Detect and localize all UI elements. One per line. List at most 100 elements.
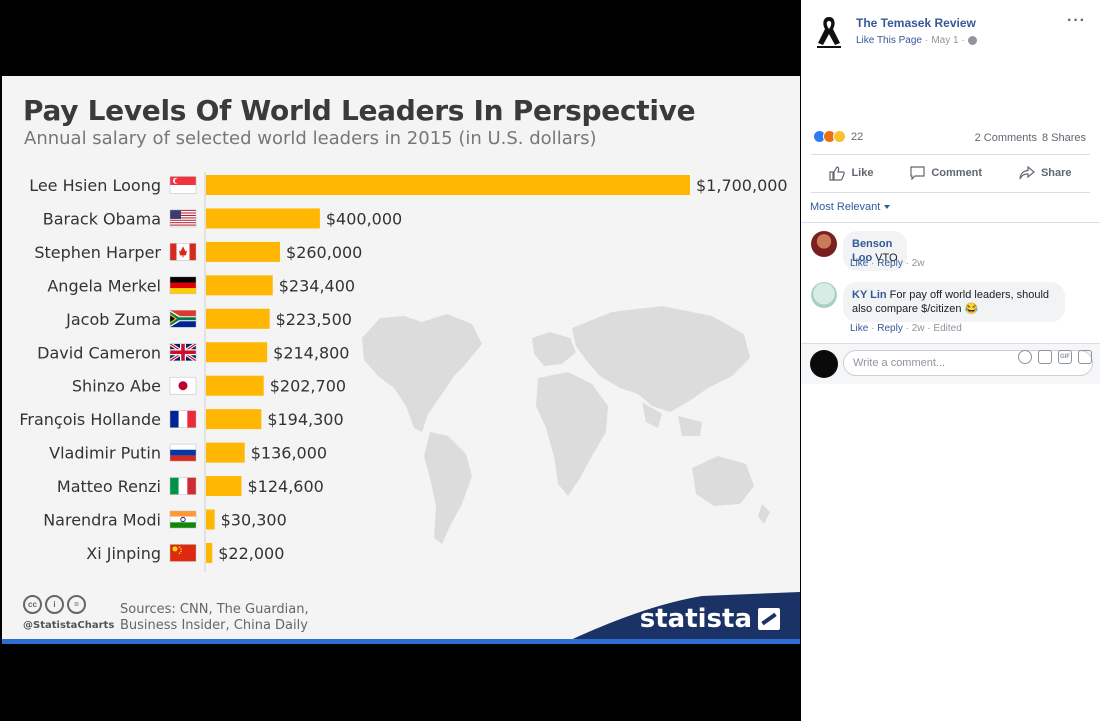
statista-handle: @StatistaCharts — [23, 620, 115, 631]
comment-bubble: Benson Loo VTO — [843, 231, 907, 271]
category-label: Barack Obama — [43, 209, 161, 228]
data-label: $223,500 — [276, 310, 352, 329]
share-button[interactable]: Share — [1019, 166, 1072, 180]
comment-composer: Write a comment... GIF — [801, 343, 1100, 384]
comment-text: For pay off world leaders, should also c… — [852, 289, 1050, 315]
page-name-link[interactable]: The Temasek Review — [856, 16, 976, 30]
canada-flag-icon — [169, 243, 197, 261]
category-label: François Hollande — [19, 410, 161, 429]
divider — [811, 192, 1090, 193]
data-label: $22,000 — [218, 544, 284, 563]
caret-down-icon — [884, 205, 891, 209]
category-label: Shinzo Abe — [72, 377, 161, 396]
footer-band — [2, 592, 800, 644]
bar-russia — [206, 442, 245, 463]
bar-italy — [206, 476, 242, 497]
comment-time[interactable]: 2w — [911, 258, 925, 269]
emoji-icon[interactable] — [1018, 350, 1032, 364]
commenter-avatar[interactable] — [811, 231, 837, 257]
comment-like-link[interactable]: Like — [850, 323, 869, 334]
russia-flag-icon — [169, 443, 197, 462]
sources-line-2: Business Insider, China Daily — [120, 618, 308, 633]
bar-south-africa — [206, 308, 270, 329]
commenter-avatar[interactable] — [811, 282, 837, 308]
data-label: $124,600 — [247, 477, 323, 496]
post-stats: 2 Comments 8 Shares — [975, 132, 1086, 144]
china-flag-icon — [169, 544, 197, 562]
haha-reaction-icon — [833, 130, 846, 143]
category-label: Xi Jinping — [86, 544, 161, 563]
page-avatar[interactable] — [811, 14, 847, 50]
category-label: Vladimir Putin — [49, 444, 161, 463]
chart-subtitle: Annual salary of selected world leaders … — [24, 128, 597, 149]
category-label: Stephen Harper — [34, 243, 161, 262]
post-side-panel: The Temasek Review Like This Page · May … — [801, 0, 1100, 721]
comment-sort-label: Most Relevant — [810, 201, 881, 213]
current-user-avatar[interactable] — [810, 350, 838, 378]
composer-tools: GIF — [1018, 350, 1092, 364]
comment-actions: Like · Reply · 2w — [850, 258, 925, 269]
data-label: $202,700 — [270, 377, 346, 396]
france-flag-icon — [169, 410, 197, 428]
comment-reply-link[interactable]: Reply — [877, 258, 903, 269]
italy-flag-icon — [169, 477, 197, 495]
share-label: Share — [1040, 167, 1072, 179]
divider — [801, 222, 1100, 223]
comments-count-link[interactable]: 2 Comments — [974, 132, 1037, 144]
bar-china — [206, 542, 213, 563]
data-label: $136,000 — [251, 444, 327, 463]
comment-edited-label[interactable]: Edited — [933, 323, 962, 334]
ribbon-icon — [817, 17, 841, 48]
comment-author-link[interactable]: Benson Loo — [852, 238, 893, 264]
category-label: Angela Merkel — [47, 276, 161, 295]
more-options-icon[interactable]: ··· — [1067, 12, 1086, 29]
like-button[interactable]: Like — [829, 165, 874, 181]
comment-time[interactable]: 2w — [911, 323, 925, 334]
reaction-count: 22 — [851, 130, 864, 143]
south-africa-flag-icon — [169, 310, 197, 328]
data-label: $234,400 — [279, 276, 355, 295]
statista-logo: statista — [640, 604, 780, 634]
reactions-summary[interactable]: 22 — [813, 130, 863, 143]
like-label: Like — [851, 167, 874, 179]
sources: Sources: CNN, The Guardian, Business Ins… — [120, 602, 309, 634]
data-label: $214,800 — [273, 343, 349, 362]
creative-commons-icons: cc i = — [23, 595, 86, 614]
category-label: Matteo Renzi — [57, 477, 161, 496]
india-flag-icon — [169, 510, 197, 529]
data-label: $260,000 — [286, 243, 362, 262]
meta-separator: · — [924, 35, 929, 46]
data-label: $194,300 — [267, 410, 343, 429]
comment-author-link[interactable]: KY Lin — [852, 289, 887, 301]
category-label: David Cameron — [37, 343, 161, 362]
like-page-link[interactable]: Like This Page — [856, 35, 922, 46]
sticker-icon[interactable] — [1078, 350, 1092, 364]
comment-reply-link[interactable]: Reply — [877, 323, 903, 334]
category-label: Lee Hsien Loong — [29, 176, 161, 195]
data-label: $400,000 — [326, 209, 402, 228]
bar-chart: $1,700,000 Lee Hsien Loong $400,000 Barack … — [2, 172, 800, 644]
gif-icon[interactable]: GIF — [1058, 350, 1072, 364]
comment-actions: Like · Reply · 2w · Edited — [850, 323, 962, 334]
category-label: Jacob Zuma — [65, 310, 161, 329]
comment-icon — [910, 166, 925, 180]
post-date[interactable]: May 1 — [931, 35, 959, 46]
footer-accent — [2, 639, 800, 644]
comment-label: Comment — [931, 167, 983, 179]
shares-count-link[interactable]: 8 Shares — [1041, 132, 1086, 144]
bar-singapore — [206, 175, 690, 195]
bar-germany — [206, 275, 273, 296]
statista-wordmark: statista — [639, 604, 752, 634]
comment-bubble: KY Lin For pay off world leaders, should … — [843, 282, 1065, 322]
comment-button[interactable]: Comment — [910, 166, 982, 180]
bar-uk — [206, 342, 268, 363]
post-meta: Like This Page · May 1 · — [856, 35, 977, 46]
data-label: $30,300 — [221, 511, 287, 530]
bar-france — [206, 409, 262, 430]
post-actions: Like Comment Share — [811, 160, 1090, 186]
camera-icon[interactable] — [1038, 350, 1052, 364]
no-derivatives-icon: = — [67, 595, 86, 614]
comment-sort-dropdown[interactable]: Most Relevant — [810, 201, 891, 213]
post-photo[interactable]: $1,700,000 Lee Hsien Loong $400,000 Barack … — [0, 0, 801, 721]
comment-like-link[interactable]: Like — [850, 258, 869, 269]
